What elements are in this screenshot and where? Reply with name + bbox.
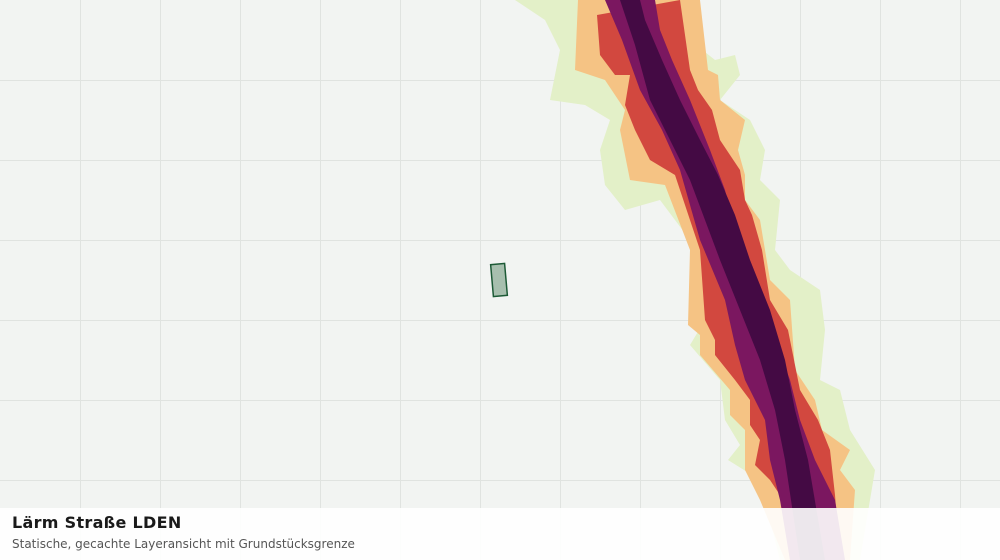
map-caption: Lärm Straße LDEN Statische, gecachte Lay… [0,508,1000,560]
noise-zone [620,0,825,560]
layer-subtitle: Statische, gecachte Layeransicht mit Gru… [12,537,355,551]
layer-title: Lärm Straße LDEN [12,513,182,532]
parcel-boundary [489,262,509,298]
noise-layer [515,0,875,560]
